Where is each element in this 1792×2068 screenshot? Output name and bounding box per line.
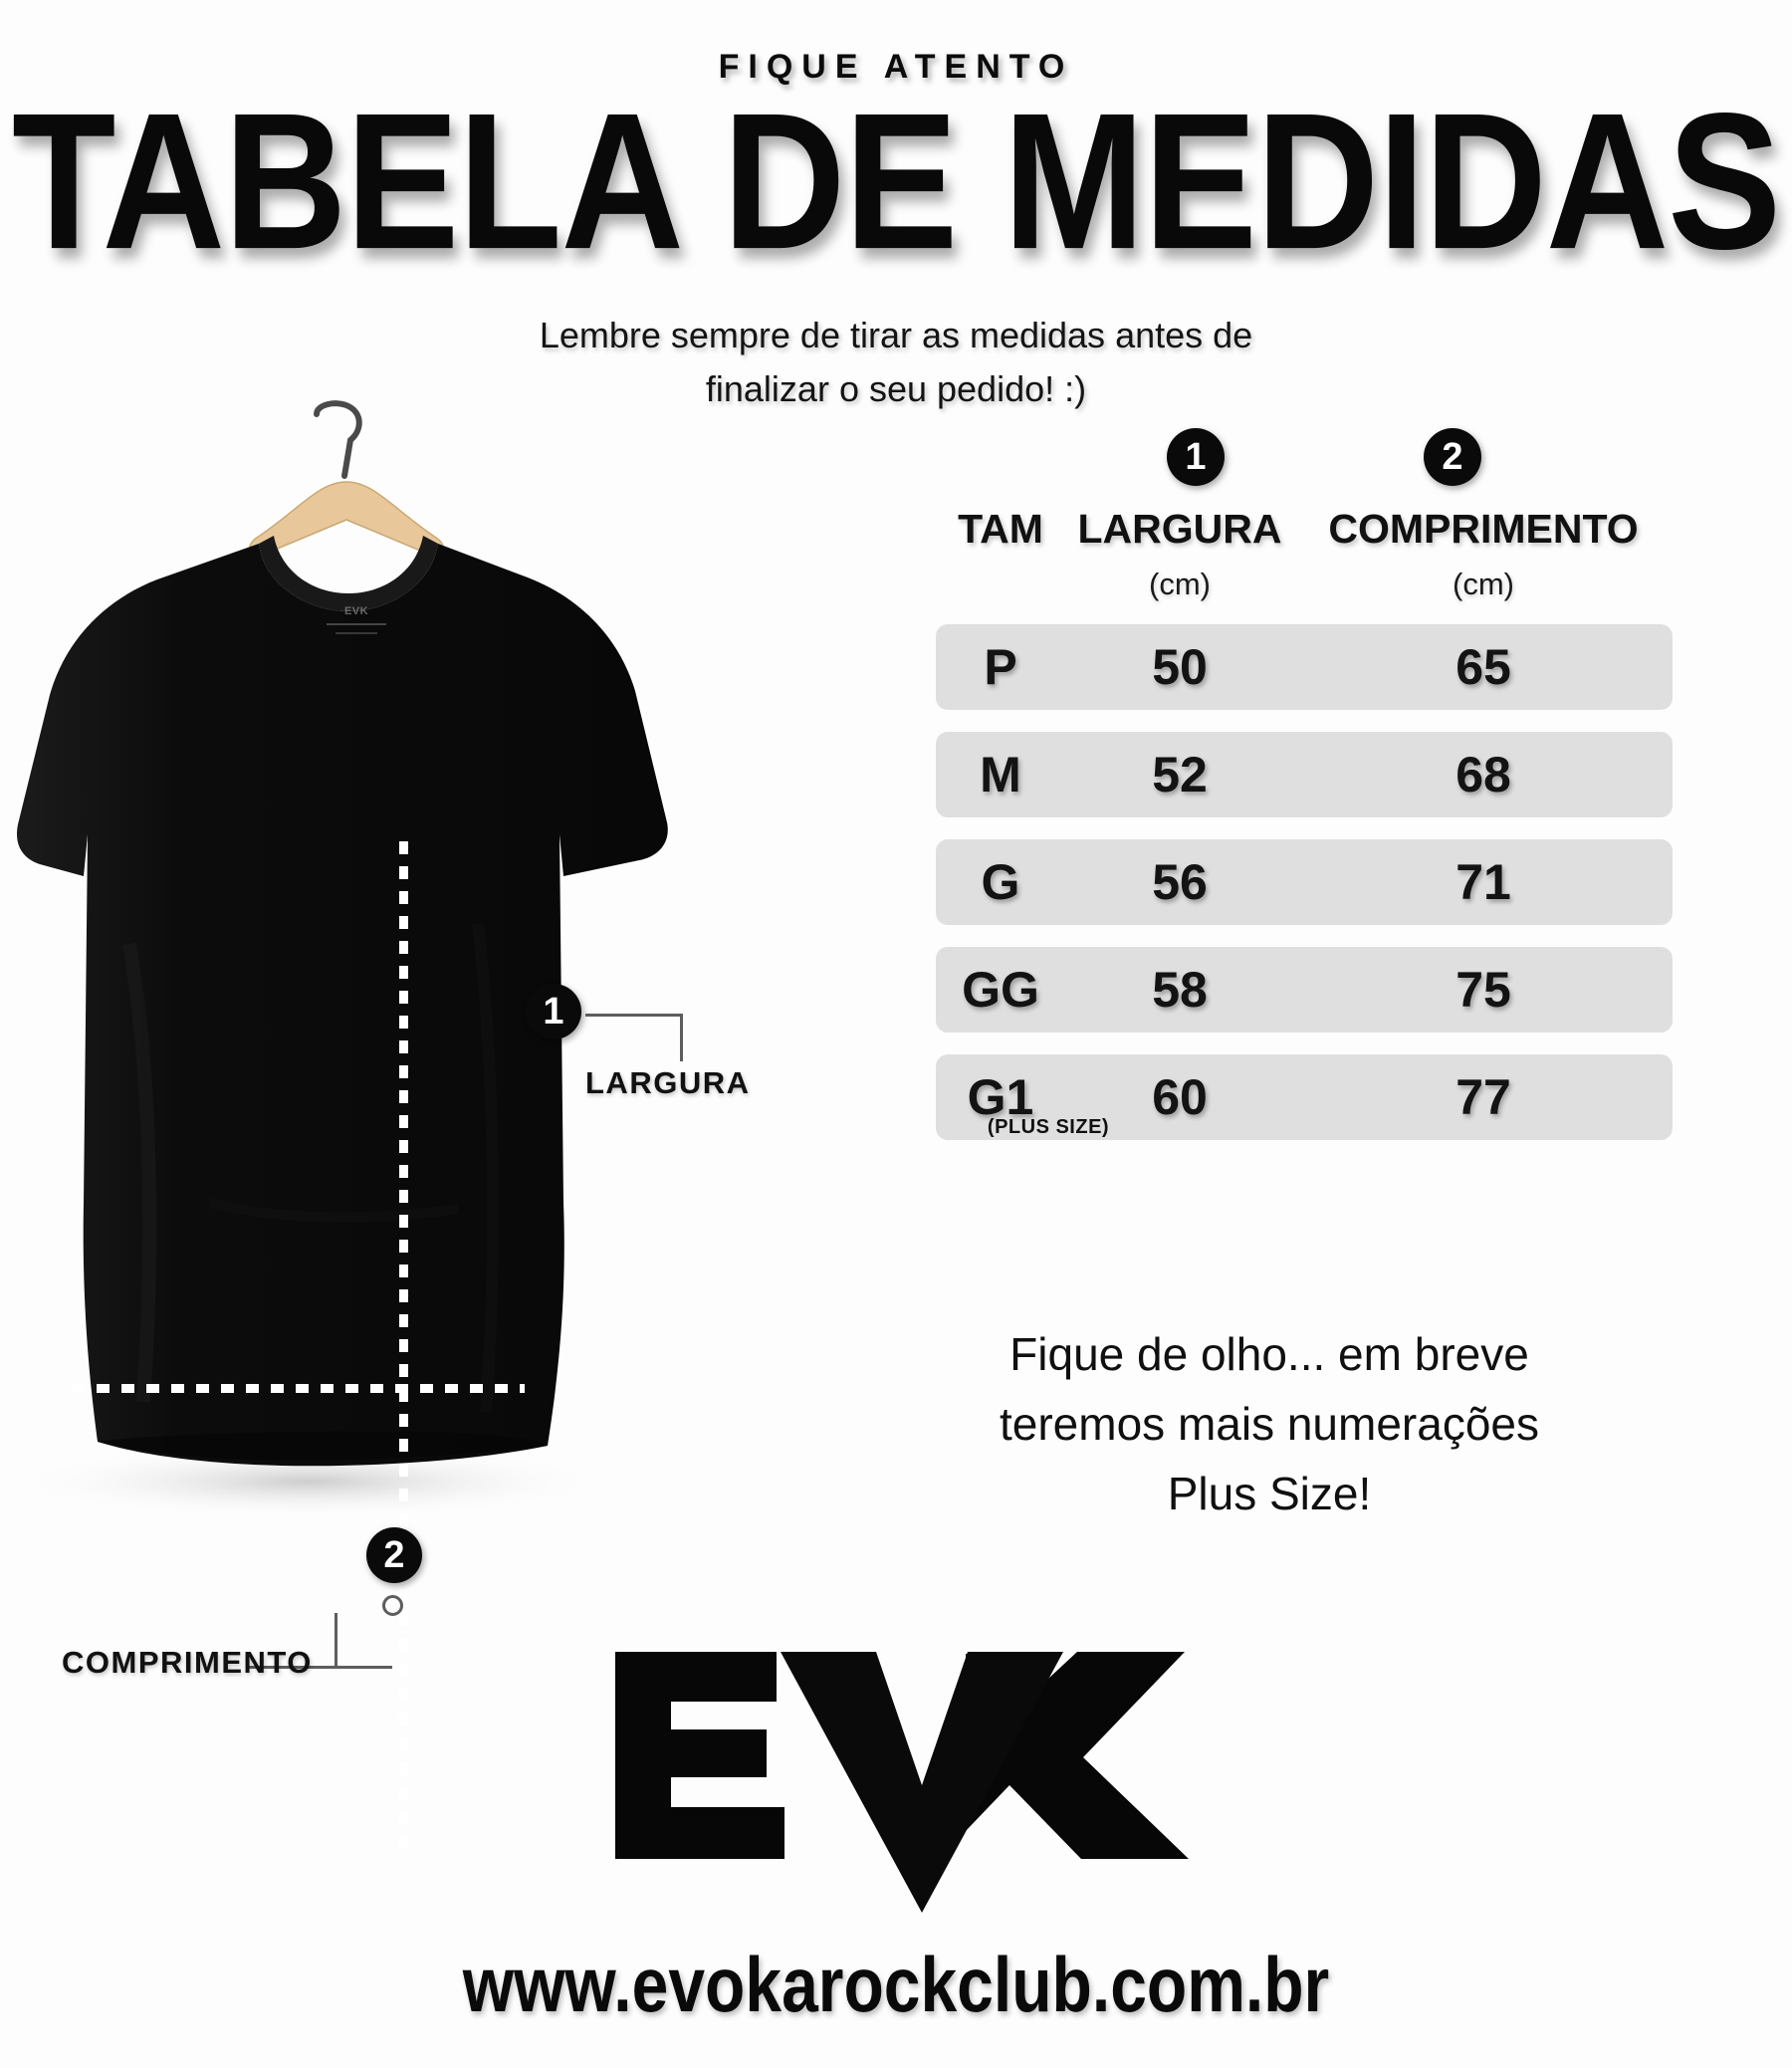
table-row: M 52 68 [936, 732, 1673, 817]
upcoming-sizes-note: Fique de olho... em breve teremos mais n… [876, 1319, 1663, 1528]
column-header-tam: TAM [958, 506, 1043, 552]
length-dashed-guide [399, 841, 408, 1849]
table-badge-2: 2 [1424, 428, 1481, 486]
largura-leader-line [585, 1014, 683, 1061]
cell-comprimento: 77 [1456, 1069, 1511, 1125]
column-header-comprimento: COMPRIMENTO (cm) [1294, 506, 1673, 602]
cell-largura: 52 [1152, 747, 1208, 803]
evk-brand-logo [609, 1638, 1207, 1917]
subtitle-line-1: Lembre sempre de tirar as medidas antes … [539, 315, 1253, 355]
table-row: P 50 65 [936, 624, 1673, 710]
note-line-3: Plus Size! [1167, 1468, 1372, 1519]
callout-badge-1: 1 [526, 984, 581, 1039]
cell-comprimento: 71 [1456, 854, 1511, 910]
callout-badge-2: 2 [366, 1527, 422, 1583]
cell-comprimento: 65 [1456, 639, 1511, 695]
tshirt-body [10, 506, 697, 1511]
cell-comprimento: 68 [1456, 747, 1511, 803]
table-badge-row: 1 2 [936, 428, 1673, 506]
cell-largura: 58 [1152, 962, 1208, 1018]
cell-comprimento: 75 [1456, 962, 1511, 1018]
cell-tam: M [980, 747, 1021, 803]
column-header-comprimento-text: COMPRIMENTO [1328, 506, 1639, 552]
table-row: G1 60 77 (PLUS SIZE) [936, 1054, 1673, 1140]
cell-tam: G1 [967, 1069, 1034, 1125]
hanger-hook-icon [309, 398, 378, 486]
note-line-2: teremos mais numerações [1000, 1398, 1539, 1450]
column-unit-comprimento: (cm) [1453, 567, 1514, 601]
subtitle: Lembre sempre de tirar as medidas antes … [0, 309, 1792, 416]
largura-callout-label: LARGURA [585, 1065, 751, 1100]
width-dashed-guide [72, 1384, 525, 1393]
comprimento-leader-dot [382, 1595, 403, 1616]
column-header-largura: LARGURA (cm) [1065, 506, 1294, 602]
website-url: www.evokarockclub.com.br [462, 1941, 1330, 2028]
table-row: GG 58 75 [936, 947, 1673, 1033]
cell-largura: 50 [1152, 639, 1208, 695]
cell-tam: GG [962, 962, 1039, 1018]
plus-size-note: (PLUS SIZE) [987, 1116, 1110, 1138]
table-row: G 56 71 [936, 839, 1673, 925]
measurements-table: 1 2 TAM LARGURA (cm) COMPRIMENTO (cm) P … [936, 428, 1673, 1162]
cell-tam: P [984, 639, 1017, 695]
note-line-1: Fique de olho... em breve [1009, 1328, 1529, 1380]
cell-largura: 60 [1152, 1069, 1208, 1125]
table-header-row: TAM LARGURA (cm) COMPRIMENTO (cm) [936, 506, 1673, 602]
comprimento-leader-line [335, 1613, 392, 1669]
shirt-neck-label: EVK [327, 605, 386, 653]
subtitle-line-2: finalizar o seu pedido! :) [705, 368, 1087, 409]
comprimento-callout-label: COMPRIMENTO [62, 1645, 313, 1680]
column-header-largura-text: LARGURA [1077, 506, 1282, 552]
cell-largura: 56 [1152, 854, 1208, 910]
table-badge-1: 1 [1167, 428, 1225, 486]
tshirt-illustration: EVK [10, 388, 697, 1849]
column-unit-largura: (cm) [1149, 567, 1211, 601]
eyebrow-text: FIQUE ATENTO [718, 48, 1074, 86]
page-title: TABELA DE MEDIDAS [11, 72, 1781, 290]
comprimento-leader-line-extension [247, 1666, 336, 1669]
hanger-body-icon [237, 480, 456, 558]
cell-tam: G [981, 854, 1020, 910]
